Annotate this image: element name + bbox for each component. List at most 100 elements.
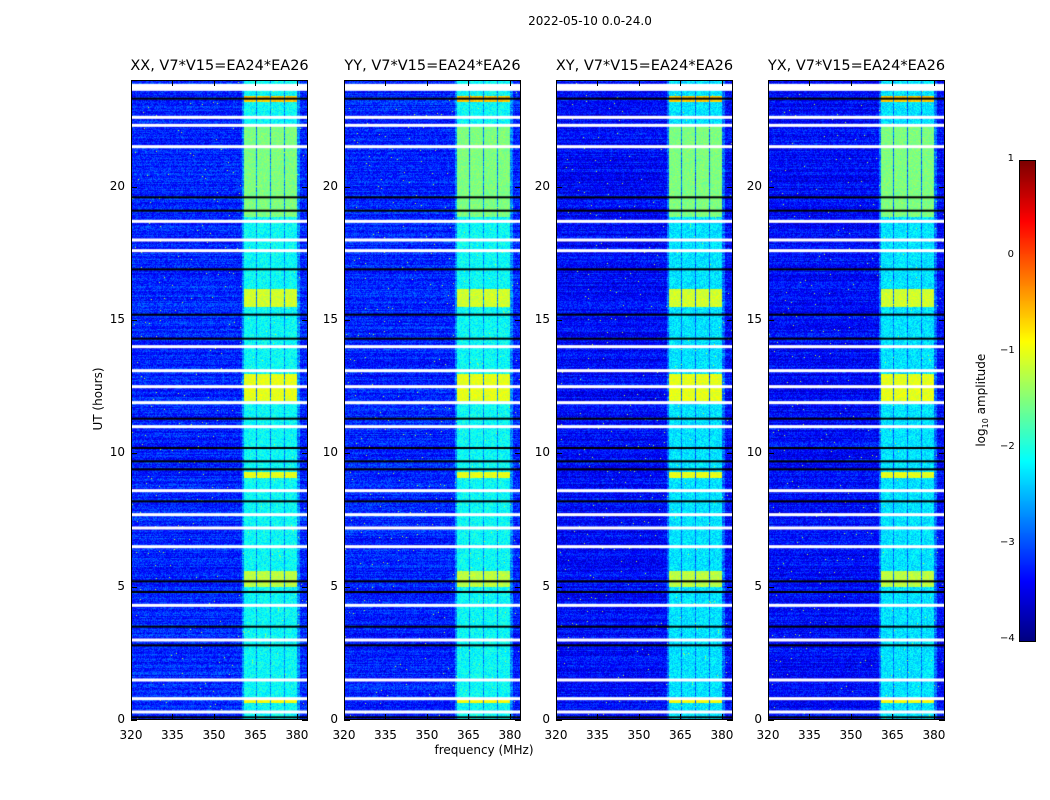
y-tick-label: 15 [109, 312, 125, 326]
x-tick-mark [344, 80, 345, 86]
y-tick-mark [344, 586, 350, 588]
x-tick-mark [892, 714, 894, 720]
x-tick-mark [172, 714, 174, 720]
x-tick-mark [255, 80, 257, 86]
colorbar-label-log: log [973, 428, 988, 447]
y-tick-mark [344, 320, 350, 321]
x-tick-mark [597, 80, 599, 86]
x-tick-mark [426, 714, 428, 720]
x-tick-mark [680, 714, 682, 720]
y-tick-mark [939, 586, 945, 588]
y-tick-mark [768, 186, 774, 188]
x-tick-label: 380 [710, 728, 734, 742]
x-tick-label: 350 [627, 728, 651, 742]
x-tick-mark [768, 714, 769, 720]
x-tick-mark [597, 714, 599, 720]
y-tick-mark [302, 586, 308, 588]
x-tick-mark [809, 714, 811, 720]
waterfall-panel: YY, V7*V15=EA24*EA26 320 335 350 365 380 0 5 10 1… [323, 58, 522, 742]
y-tick-mark [768, 453, 774, 455]
colorbar-tick-label: −3 [1000, 537, 1015, 548]
y-tick-mark [939, 186, 945, 188]
x-tick-mark [850, 80, 852, 86]
y-tick-label: 5 [330, 578, 338, 593]
x-tick-mark [468, 714, 470, 720]
y-tick-label: 5 [754, 578, 762, 593]
x-tick-label: 320 [756, 728, 780, 742]
x-tick-mark [768, 80, 769, 86]
x-tick-label: 380 [922, 728, 946, 742]
axes-frame [556, 80, 733, 720]
x-tick-mark [172, 80, 174, 86]
panel-title: XX, V7*V15=EA24*EA26 [130, 58, 309, 74]
heatmap-image [768, 80, 945, 720]
y-tick-mark [344, 186, 350, 188]
x-tick-mark [850, 714, 852, 720]
y-tick-mark [131, 586, 137, 588]
x-tick-mark [296, 80, 298, 86]
colorbar-tick-label: 0 [1007, 249, 1014, 260]
y-tick-mark [344, 453, 350, 455]
y-tick-mark [131, 720, 137, 721]
x-tick-label: 335 [798, 728, 821, 742]
colorbar-label-rest: amplitude [973, 353, 988, 419]
x-tick-label: 320 [332, 728, 356, 742]
y-tick-label: 20 [534, 178, 550, 193]
x-tick-mark [638, 80, 640, 86]
y-tick-mark [727, 586, 733, 588]
y-tick-label: 5 [117, 578, 125, 593]
figure-title: 2022-05-10 0.0-24.0 [528, 14, 652, 28]
y-tick-mark [515, 320, 521, 321]
x-tick-label: 350 [415, 728, 439, 742]
x-tick-mark [809, 80, 811, 86]
waterfall-panel: YX, V7*V15=EA24*EA26 320 335 350 365 380 0 5 10 1… [747, 58, 946, 742]
y-tick-mark [556, 720, 562, 721]
x-tick-mark [385, 80, 387, 86]
x-tick-label: 320 [544, 728, 568, 742]
x-tick-mark [509, 714, 511, 720]
y-tick-label: 15 [322, 312, 338, 326]
y-tick-mark [515, 186, 521, 188]
y-tick-mark [768, 720, 774, 721]
x-tick-label: 380 [285, 728, 309, 742]
x-tick-label: 365 [457, 728, 480, 742]
y-tick-mark [515, 720, 521, 721]
x-tick-mark [255, 714, 257, 720]
colorbar-tick-label: 1 [1007, 153, 1014, 164]
axes-frame [768, 80, 945, 720]
x-axis-label: frequency (MHz) [434, 743, 534, 757]
heatmap-image [556, 80, 733, 720]
y-tick-label: 0 [330, 712, 338, 726]
x-tick-mark [296, 714, 298, 720]
y-tick-mark [768, 586, 774, 588]
x-tick-mark [509, 80, 511, 86]
y-tick-mark [727, 186, 733, 188]
colorbar-tick-label: −1 [1000, 345, 1015, 356]
x-tick-mark [721, 80, 723, 86]
x-tick-label: 350 [839, 728, 863, 742]
x-tick-mark [556, 714, 557, 720]
x-tick-label: 380 [498, 728, 522, 742]
x-tick-mark [344, 714, 345, 720]
y-tick-mark [556, 453, 562, 455]
y-tick-label: 20 [746, 178, 762, 193]
y-tick-mark [768, 320, 774, 321]
y-tick-label: 10 [322, 445, 338, 460]
y-tick-mark [131, 453, 137, 455]
y-tick-label: 0 [542, 712, 550, 726]
y-tick-mark [302, 720, 308, 721]
y-tick-mark [727, 320, 733, 321]
x-tick-mark [721, 714, 723, 720]
x-tick-mark [556, 80, 557, 86]
y-tick-label: 5 [542, 578, 550, 593]
x-tick-mark [385, 714, 387, 720]
y-tick-mark [515, 586, 521, 588]
y-tick-label: 0 [754, 712, 762, 726]
x-tick-mark [213, 80, 215, 86]
x-tick-label: 335 [374, 728, 397, 742]
x-tick-label: 365 [881, 728, 904, 742]
colorbar [1019, 160, 1036, 642]
x-tick-mark [131, 714, 132, 720]
x-tick-mark [131, 80, 132, 86]
